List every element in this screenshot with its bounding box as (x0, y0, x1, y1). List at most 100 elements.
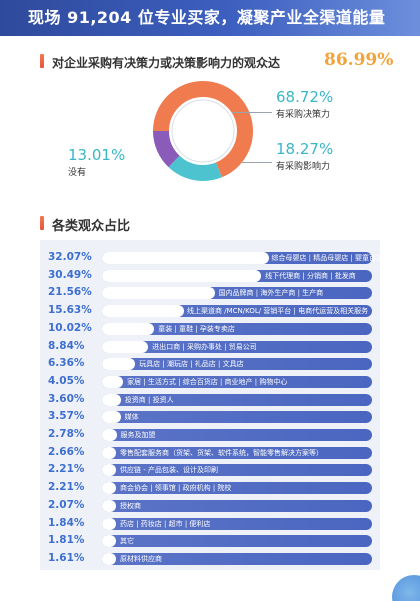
bar-track: 授权商 (102, 499, 372, 512)
bar-track: 投资商 | 投资人 (102, 393, 372, 406)
bar-fill (102, 375, 124, 388)
bar-fill (102, 464, 116, 477)
donut-slice-1 (153, 81, 253, 181)
bar-category-label: 零售配套服务商（货架、货架、软件系统，智能零售解决方案等） (120, 448, 323, 457)
banner-title: 现场 91,204 位专业买家，凝聚产业全渠道能量 (0, 0, 420, 36)
heading-accent-bar (40, 216, 44, 230)
bar-row: 30.49% 线下代理商 | 分销商 | 批发商 (40, 268, 380, 284)
slice-label-influence-name: 有采购影响力 (276, 162, 331, 172)
bar-row: 2.21% 供应链 - 产品包装、设计及印刷 (40, 462, 380, 478)
bar-value-label: 2.78% (48, 428, 85, 440)
bar-category-label: 综合母婴店 | 精品母婴店 | 婴童百货 (271, 254, 384, 262)
bar-row: 3.60% 投资商 | 投资人 (40, 392, 380, 408)
bar-fill (102, 287, 215, 300)
bar-track: 商会协会 | 领事馆 | 政府机构 | 院校 (102, 482, 372, 495)
bar-value-label: 1.84% (48, 516, 85, 529)
bar-value-label: 1.61% (48, 551, 85, 564)
bar-fill (102, 269, 262, 282)
bar-value-label: 6.36% (48, 357, 85, 370)
slice-label-none-name: 没有 (68, 168, 87, 178)
donut-slice-2 (153, 81, 253, 181)
bar-value-label: 15.63% (48, 304, 92, 317)
callout-none: 13.01% 没有 (68, 146, 125, 178)
bar-row: 1.81% 其它 (40, 533, 380, 549)
bar-value-label: 32.07% (48, 251, 92, 263)
bar-track: 其它 (102, 535, 372, 548)
leader-line-decision (232, 112, 272, 113)
bar-value-label: 3.57% (48, 410, 85, 423)
audience-bar-chart: 32.07% 综合母婴店 | 精品母婴店 | 婴童百货 30.49% 线下代理商 | … (40, 240, 383, 570)
callout-influence: 18.27% 有采购影响力 (276, 140, 333, 172)
bar-category-label: 商会协会 | 领事馆 | 政府机构 | 院校 (120, 484, 232, 493)
leader-line-influence (242, 162, 272, 163)
bar-category-label: 其它 (120, 537, 134, 546)
bar-row: 2.21% 商会协会 | 领事馆 | 政府机构 | 院校 (40, 480, 380, 496)
bar-value-label: 1.81% (48, 534, 85, 547)
bar-value-label: 3.60% (48, 392, 85, 405)
bar-value-label: 2.21% (48, 463, 85, 476)
bar-category-label: 媒体 (124, 413, 139, 422)
bar-track: 玩具店 | 潮玩店 | 礼品店 | 文具店 (102, 358, 372, 371)
bar-fill (102, 340, 149, 353)
bar-fill (102, 535, 116, 548)
decision-power-question: 对企业采购有决策力或决策影响力的观众达 (52, 56, 281, 70)
corner-decoration (392, 575, 420, 601)
audience-share-title: 各类观众占比 (52, 219, 131, 234)
bar-fill (102, 358, 136, 371)
bar-category-label: 家居 | 生活方式 | 综合百货店 | 商业地产 | 购物中心 (127, 377, 288, 386)
bar-row: 2.07% 授权商 (40, 498, 380, 514)
bar-fill (102, 552, 116, 565)
bar-value-label: 2.66% (48, 445, 85, 458)
bar-value-label: 4.05% (48, 374, 85, 387)
bar-fill (102, 446, 116, 459)
bar-category-label: 药店 | 药妆店 | 超市 | 便利店 (120, 519, 211, 528)
bar-row: 6.36% 玩具店 | 潮玩店 | 礼品店 | 文具店 (40, 356, 380, 372)
bar-row: 1.84% 药店 | 药妆店 | 超市 | 便利店 (40, 516, 380, 532)
slice-label-none-value: 13.01% (68, 146, 126, 164)
bar-category-label: 供应链 - 产品包装、设计及印刷 (120, 466, 218, 475)
bar-fill (102, 322, 155, 335)
slice-label-decision-name: 有采购决策力 (276, 110, 331, 120)
bar-fill (102, 393, 121, 406)
bar-row: 2.66% 零售配套服务商（货架、货架、软件系统，智能零售解决方案等） (40, 445, 380, 461)
bar-fill (102, 517, 116, 530)
bar-track: 零售配套服务商（货架、货架、软件系统，智能零售解决方案等） (102, 446, 372, 459)
donut-inner-ring (171, 99, 235, 163)
bar-category-label: 线上渠道商 /MCN/KOL/ 营销平台 | 电商代运营及相关服务 (187, 307, 369, 316)
bar-value-label: 10.02% (48, 321, 92, 334)
bar-row: 8.84% 进出口商 | 采购办事处 | 贸易公司 (40, 339, 380, 355)
bar-category-label: 进出口商 | 采购办事处 | 贸易公司 (152, 342, 257, 351)
bar-category-label: 服务及加盟 (120, 431, 156, 439)
bar-track: 综合母婴店 | 精品母婴店 | 婴童百货 (102, 252, 383, 264)
bar-row: 4.05% 家居 | 生活方式 | 综合百货店 | 商业地产 | 购物中心 (40, 374, 380, 390)
decision-power-total: 86.99% (324, 50, 394, 70)
bar-track: 进出口商 | 采购办事处 | 贸易公司 (102, 340, 372, 353)
bar-row: 10.02% 童装 | 童鞋 | 孕装专卖店 (40, 321, 380, 337)
bar-value-label: 2.07% (48, 498, 85, 511)
bar-track: 媒体 (102, 411, 372, 424)
slice-label-decision-value: 68.72% (276, 88, 334, 106)
bar-track: 线下代理商 | 分销商 | 批发商 (102, 269, 372, 282)
bar-fill (102, 429, 117, 441)
bar-fill (102, 499, 116, 512)
donut-chart (152, 80, 254, 182)
bar-fill (102, 252, 270, 264)
bar-track: 供应链 - 产品包装、设计及印刷 (102, 464, 372, 477)
bar-track: 服务及加盟 (102, 429, 372, 441)
bar-category-label: 童装 | 童鞋 | 孕装专卖店 (158, 324, 235, 333)
bar-row: 1.61% 原材料供应商 (40, 551, 380, 567)
bar-row: 3.57% 媒体 (40, 409, 380, 425)
bar-track: 线上渠道商 /MCN/KOL/ 营销平台 | 电商代运营及相关服务 (102, 305, 372, 318)
bar-category-label: 授权商 (120, 501, 141, 510)
bar-row: 21.56% 国内品牌商 | 海外生产商 | 生产商 (40, 285, 380, 301)
bar-category-label: 投资商 | 投资人 (124, 395, 174, 404)
bar-value-label: 21.56% (48, 286, 92, 299)
bar-value-label: 30.49% (48, 268, 92, 281)
bar-fill (102, 482, 116, 495)
bar-fill (102, 305, 184, 318)
bar-track: 国内品牌商 | 海外生产商 | 生产商 (102, 287, 372, 300)
bar-row: 32.07% 综合母婴店 | 精品母婴店 | 婴童百货 (40, 250, 383, 266)
bar-track: 原材料供应商 (102, 552, 372, 565)
bar-row: 2.78% 服务及加盟 (40, 427, 380, 443)
bar-value-label: 8.84% (48, 339, 85, 352)
